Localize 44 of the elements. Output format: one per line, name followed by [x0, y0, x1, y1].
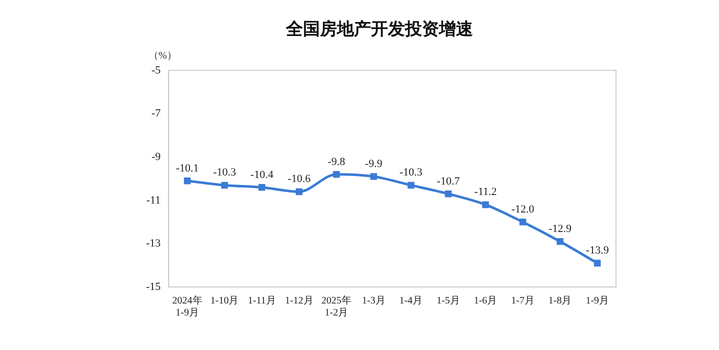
y-tick-label: -13 [146, 238, 162, 250]
point [370, 173, 378, 180]
point [184, 177, 191, 184]
point [296, 188, 303, 196]
point [258, 184, 266, 191]
x-tick-label: 1-8月 [548, 296, 572, 307]
chart-title: 全国房地产开发投资增速 [285, 20, 473, 39]
x-tick-label: 1-11月 [248, 296, 276, 307]
data-label: -10.6 [288, 173, 312, 186]
data-label: -9.8 [328, 156, 346, 168]
data-label: -12.0 [511, 203, 535, 216]
x-tick-label: 1-3月 [362, 296, 386, 307]
point [556, 238, 564, 245]
x-tick-label: 1-4月 [399, 296, 423, 307]
y-axis-title: （%） [148, 50, 177, 62]
x-tick-label: 1-6月 [474, 296, 498, 307]
y-tick-label: -9 [151, 150, 162, 163]
x-tick-label: 1-12月 [284, 296, 314, 307]
data-label: -12.9 [548, 222, 572, 235]
x-tick-label: 1-5月 [436, 296, 460, 307]
data-label: -10.3 [213, 166, 237, 179]
x-tick-label: 2024年 1-9月 [172, 294, 202, 319]
data-label: -10.1 [176, 162, 199, 174]
point [221, 182, 228, 189]
point [519, 218, 526, 226]
point [594, 260, 601, 267]
x-tick-label: 1-9月 [586, 296, 610, 307]
point [444, 190, 452, 198]
y-tick-label: -5 [151, 64, 162, 76]
data-label: -10.7 [436, 175, 460, 188]
point [333, 170, 340, 178]
x-tick-label: 2025年 1-2月 [321, 294, 352, 319]
data-label: -9.9 [364, 158, 383, 170]
data-label: -10.4 [250, 168, 274, 181]
data-label: -11.2 [474, 186, 497, 198]
y-tick-label: -7 [151, 108, 162, 120]
point [408, 182, 414, 189]
y-tick-label: -11 [146, 194, 161, 206]
data-label: -10.3 [400, 166, 423, 179]
data-label: -13.9 [586, 244, 610, 257]
x-tick-label: 1-7月 [511, 296, 534, 307]
x-tick-label: 1-10月 [210, 296, 239, 307]
y-tick-label: -15 [146, 280, 162, 293]
point [482, 201, 489, 208]
